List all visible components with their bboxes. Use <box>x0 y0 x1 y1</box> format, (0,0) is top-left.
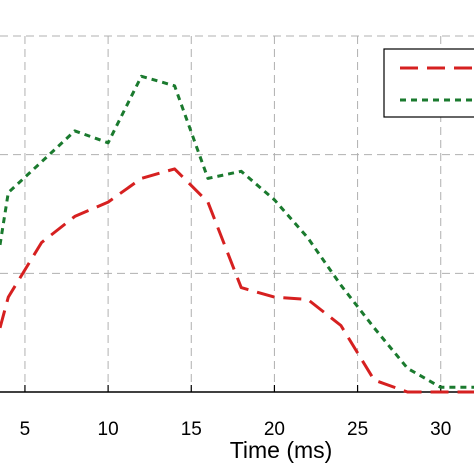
legend-box <box>383 48 474 118</box>
legend <box>383 48 474 118</box>
series-line-1 <box>0 167 474 394</box>
axes <box>0 385 474 393</box>
x-tick-label: 10 <box>98 419 119 440</box>
series-line-2 <box>0 74 474 389</box>
x-axis-title: Time (ms) <box>230 437 333 463</box>
x-tick-label: 5 <box>20 419 31 440</box>
x-tick-label: 20 <box>264 419 285 440</box>
x-tick-label: 15 <box>181 419 202 440</box>
x-tick-label: 30 <box>430 419 451 440</box>
series-layer <box>0 74 474 394</box>
x-tick-label: 25 <box>347 419 368 440</box>
x-tick-labels: 5 10 15 20 25 30 <box>20 419 452 440</box>
